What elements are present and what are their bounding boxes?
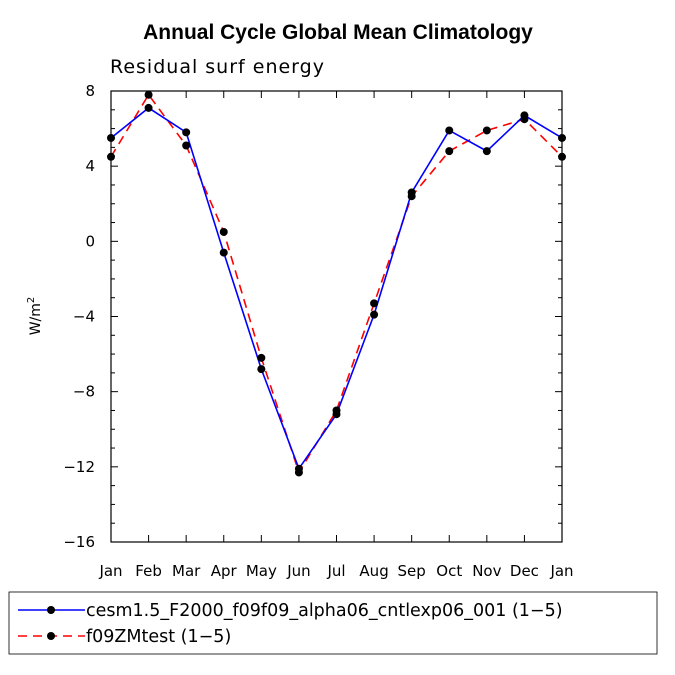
legend-marker [47,632,55,640]
x-tick-label: Apr [211,562,238,580]
data-point [445,126,454,135]
x-tick-label: Jan [98,562,122,580]
data-point [107,133,115,142]
legend-label: f09ZMtest (1−5) [86,627,231,647]
data-point [370,299,379,308]
x-tick-label: Aug [359,562,388,580]
x-tick-label: Mar [172,562,201,580]
y-tick-label: 8 [85,82,95,100]
data-point [558,133,566,142]
x-axis-tick-labels: Jan Feb Mar Apr May Jun Jul Aug Sep Oct Nov Dec Jan [98,562,573,580]
y-tick-label: −12 [63,458,95,476]
x-tick-label: Jul [326,562,345,580]
x-tick-label: Nov [472,562,501,580]
x-tick-label: May [246,562,277,580]
x-tick-label: Sep [398,562,426,580]
y-tick-label: −4 [73,308,95,326]
chart-subtitle: Residual surf energy [110,56,325,78]
legend-items: cesm1.5_F2000_f09f09_alpha06_cntlexp06_0… [18,601,563,647]
data-point [407,192,416,201]
legend: cesm1.5_F2000_f09f09_alpha06_cntlexp06_0… [8,591,658,655]
data-point [219,248,228,257]
data-point [482,147,491,156]
y-axis-tick-labels: 8 4 0 −4 −8 −12 −16 [63,82,95,551]
y-axis-ticks [111,90,562,543]
data-point [445,147,454,156]
data-point [257,353,266,362]
x-axis-ticks [110,91,563,542]
y-axis-label-superscript: 2 [26,297,37,303]
data-point [520,115,529,124]
x-tick-label: Dec [510,562,539,580]
data-point [144,90,153,99]
y-axis-label-text: W/m [28,303,44,335]
data-point [107,152,115,161]
series-layer [107,90,566,477]
x-tick-label: Jun [286,562,310,580]
x-tick-label: Feb [135,562,162,580]
data-point [558,152,566,161]
y-tick-label: 0 [85,232,95,250]
data-point [332,406,341,415]
data-point [257,365,266,374]
plot-area [110,90,563,543]
x-tick-label: Oct [436,562,462,580]
data-point [144,103,153,112]
data-point [182,128,191,137]
y-tick-label: −8 [73,383,95,401]
legend-marker [47,606,55,614]
chart-title: Annual Cycle Global Mean Climatology [143,21,533,44]
data-point [370,310,379,319]
legend-box [8,591,658,655]
x-tick-label: Jan [549,562,573,580]
data-point [219,227,228,236]
y-tick-label: −16 [63,533,95,551]
y-axis-label: W/m2 [26,297,44,336]
y-tick-label: 4 [85,157,95,175]
legend-label: cesm1.5_F2000_f09f09_alpha06_cntlexp06_0… [86,601,563,621]
data-point [482,126,491,135]
data-point [294,468,303,477]
data-point [182,141,191,150]
plot-border [110,90,563,543]
